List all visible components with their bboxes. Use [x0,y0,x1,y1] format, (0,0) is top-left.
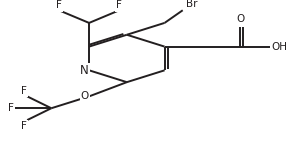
Text: O: O [81,91,89,101]
Text: F: F [8,103,14,113]
Text: F: F [116,0,122,10]
Text: F: F [21,121,27,131]
Text: O: O [236,15,244,24]
Text: N: N [80,64,89,77]
Text: Br: Br [186,0,197,9]
Text: F: F [56,0,62,10]
Text: OH: OH [272,42,288,52]
Text: F: F [21,86,27,96]
